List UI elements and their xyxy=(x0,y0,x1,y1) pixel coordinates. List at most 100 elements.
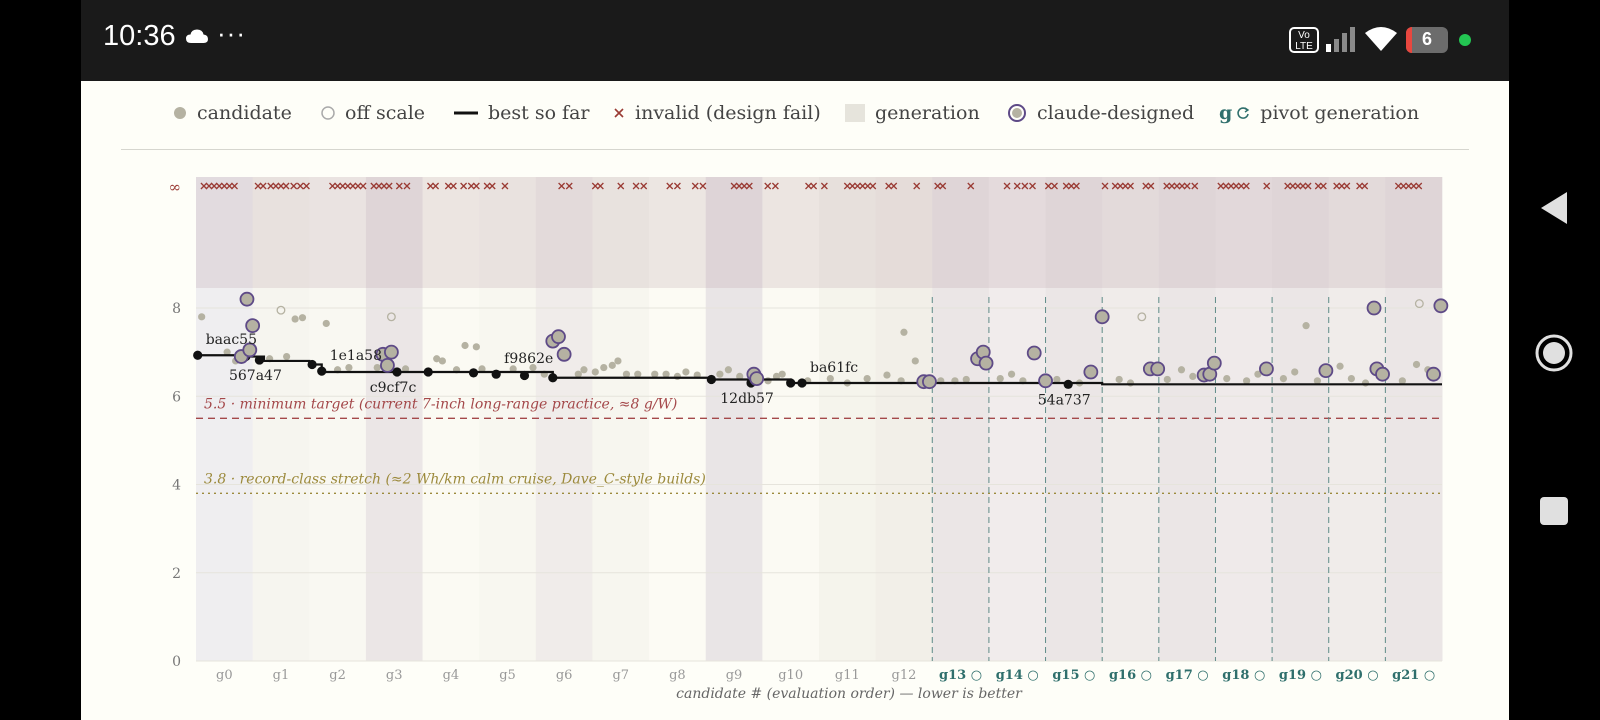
pivot-refresh-icon xyxy=(1237,107,1250,119)
invalid-mark xyxy=(1400,182,1407,190)
best-point xyxy=(1063,379,1073,389)
candidate-point xyxy=(223,348,231,356)
legend-generation: generation xyxy=(845,98,980,128)
x-tick-label: g2 xyxy=(329,668,346,683)
offscale-circle-icon xyxy=(321,106,335,120)
candidate-point xyxy=(900,328,908,336)
invalid-mark xyxy=(596,182,604,190)
candidate-point xyxy=(826,375,834,383)
back-icon[interactable] xyxy=(1539,191,1569,225)
invalid-mark xyxy=(1222,182,1230,190)
invalid-cross-icon xyxy=(614,108,624,118)
invalid-mark xyxy=(1101,182,1109,190)
candidate-point xyxy=(322,319,330,328)
claude-point xyxy=(1318,363,1334,379)
invalid-mark xyxy=(329,182,336,190)
invalid-mark xyxy=(359,182,367,190)
status-time: 10:36 xyxy=(103,20,176,52)
invalid-mark xyxy=(1284,182,1292,190)
invalid-mark xyxy=(771,182,779,190)
invalid-mark xyxy=(339,182,347,190)
recents-icon[interactable] xyxy=(1540,497,1568,525)
invalid-mark xyxy=(913,182,921,190)
invalid-mark xyxy=(225,182,233,190)
best-point xyxy=(307,359,317,370)
invalid-mark xyxy=(488,182,496,190)
candidate-point xyxy=(509,365,517,373)
invalid-mark xyxy=(1116,182,1124,190)
invalid-mark xyxy=(848,182,856,190)
candidate-point xyxy=(438,357,446,365)
x-tick-label: g20 ○ xyxy=(1336,668,1379,683)
invalid-mark xyxy=(1356,182,1364,190)
invalid-mark xyxy=(1067,182,1075,190)
y-tick-label: 6 xyxy=(172,389,181,405)
legend-label-best: best so far xyxy=(488,102,590,124)
invalid-mark xyxy=(666,182,674,190)
invalid-mark xyxy=(267,182,275,190)
claude-point xyxy=(1259,361,1274,377)
invalid-mark xyxy=(385,182,393,190)
reference-label: 5.5 · minimum target (current 7-inch lon… xyxy=(204,396,677,412)
candidate-point xyxy=(1279,375,1288,383)
invalid-mark xyxy=(1044,182,1052,190)
invalid-mark xyxy=(1319,182,1327,190)
invalid-mark xyxy=(277,182,285,190)
candidate-point xyxy=(1115,375,1123,384)
candidate-point xyxy=(1313,377,1321,385)
candidate-point xyxy=(1007,370,1016,378)
invalid-mark xyxy=(565,182,573,190)
candidate-point xyxy=(608,361,616,369)
invalid-mark xyxy=(370,182,378,190)
legend-best: best so far xyxy=(454,98,590,128)
invalid-mark xyxy=(231,182,238,190)
home-icon[interactable] xyxy=(1534,333,1574,373)
legend-divider xyxy=(121,149,1469,150)
candidate-point xyxy=(724,366,732,374)
invalid-mark xyxy=(1121,182,1129,190)
candidate-point xyxy=(614,357,622,365)
invalid-mark xyxy=(1343,182,1351,190)
best-point-label: 567a47 xyxy=(229,368,282,384)
candidate-point xyxy=(198,313,206,321)
invalid-mark xyxy=(558,182,566,190)
legend-offscale: off scale xyxy=(321,98,425,128)
candidate-point xyxy=(662,370,670,378)
invalid-mark xyxy=(1299,182,1307,190)
invalid-mark xyxy=(805,182,812,190)
x-tick-label: g4 xyxy=(443,668,460,683)
best-line-icon xyxy=(454,111,478,115)
best-point xyxy=(548,373,558,383)
invalid-mark xyxy=(427,182,434,190)
candidate-point xyxy=(600,363,608,372)
invalid-mark xyxy=(282,182,290,190)
invalid-mark xyxy=(344,182,352,190)
y-tick-infinity: ∞ xyxy=(169,178,182,196)
candidate-point xyxy=(778,370,786,378)
invalid-mark xyxy=(1183,182,1191,190)
candidate-point xyxy=(682,368,690,376)
legend-claude: claude-designed xyxy=(1007,98,1194,128)
best-point-label: 54a737 xyxy=(1038,392,1091,408)
invalid-mark xyxy=(215,182,223,190)
candidate-point xyxy=(962,375,970,384)
navigation-bar xyxy=(1509,81,1600,720)
invalid-mark xyxy=(259,182,267,190)
candidate-point xyxy=(345,363,353,372)
best-point-label: f9862e xyxy=(504,351,553,367)
invalid-mark xyxy=(302,182,310,190)
cloud-icon xyxy=(186,29,208,43)
y-tick-label: 2 xyxy=(172,566,181,582)
active-indicator-dot xyxy=(1459,34,1471,46)
candidate-point xyxy=(1361,379,1370,387)
candidate-point xyxy=(1336,362,1344,370)
chart-svg: 5.5 · minimum target (current 7-inch lon… xyxy=(169,177,1449,702)
invalid-mark xyxy=(854,182,861,190)
x-tick-label: g17 ○ xyxy=(1166,668,1209,683)
status-bar: 10:36 ··· Vo LTE 6 xyxy=(81,0,1509,81)
legend-label-offscale: off scale xyxy=(345,102,426,124)
claude-point xyxy=(551,329,566,345)
invalid-mark xyxy=(380,182,388,190)
candidate-point xyxy=(591,368,599,376)
candidate-point xyxy=(863,375,871,383)
